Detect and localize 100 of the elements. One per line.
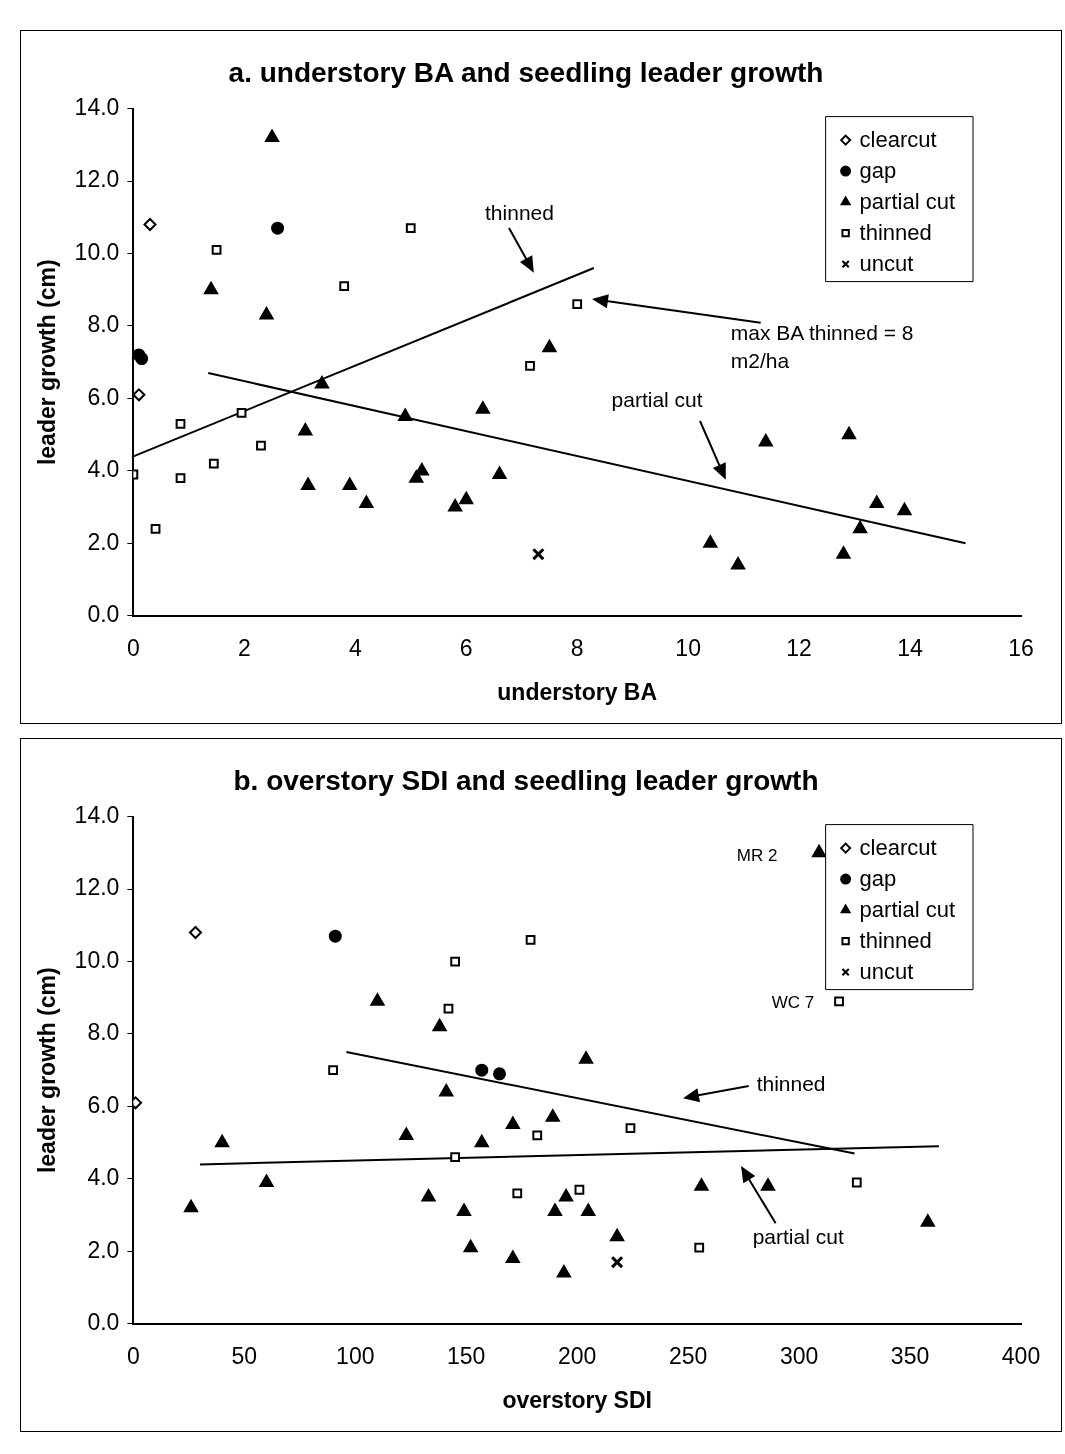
chart-title: b. overstory SDI and seedling leader growth [233,764,819,796]
point [758,433,773,447]
point [421,1189,436,1202]
x-tick-label: 4 [348,634,362,661]
legend-label: gap [859,866,897,892]
point [703,535,718,548]
point [342,477,357,490]
point [459,491,474,505]
legend-label: uncut [859,959,914,985]
legend-label: clearcut [859,127,937,153]
point [836,546,851,559]
point [547,1203,563,1216]
point [512,1188,523,1199]
x-tick-label: 2 [237,634,251,661]
x-tick-label: 8 [570,634,584,661]
point [694,1178,709,1191]
y-tick-label: 2.0 [87,528,120,555]
point [432,1018,447,1032]
legend-label: thinned [859,220,932,246]
point [525,360,535,371]
point [505,1116,520,1130]
legend-label: gap [859,158,897,184]
annotation: thinned [485,200,554,227]
legend-label: partial cut [859,897,956,923]
y-tick-label: 14.0 [74,801,120,828]
point [579,1051,594,1064]
point [841,426,857,440]
x-tick-label: 300 [779,1342,819,1369]
point [853,520,868,534]
point [493,1067,507,1081]
y-tick-label: 0.0 [87,1309,120,1336]
chart-title: a. understory BA and seedling leader growth [228,56,824,88]
point [203,281,219,295]
point [256,440,266,451]
y-tick-label: 14.0 [74,93,120,120]
point [474,1134,489,1148]
point [532,1130,543,1141]
point [189,926,202,940]
point [475,401,490,414]
y-tick-label: 4.0 [87,1164,120,1191]
point [851,1177,862,1188]
point [359,495,374,508]
point [143,218,157,232]
point [625,1123,636,1134]
point [405,223,416,234]
x-tick-label: 10 [675,634,701,661]
point [542,339,557,353]
point [398,408,413,422]
annotation: MR 2 [736,845,778,865]
y-tick-label: 6.0 [87,383,120,410]
x-tick-label: 400 [1001,1342,1041,1369]
point [339,281,350,292]
x-axis-title: understory BA [497,678,658,705]
point [301,477,316,490]
point [812,844,827,858]
x-tick-label: 200 [557,1342,597,1369]
y-tick-label: 10.0 [74,946,120,973]
point [545,1109,560,1122]
point [897,502,912,516]
point [211,245,222,255]
x-tick-label: 14 [897,634,924,661]
point [328,1065,338,1076]
legend-label: clearcut [859,835,937,861]
point [271,221,285,235]
point [450,1152,461,1163]
point [409,470,424,483]
point [450,956,461,967]
point [135,352,149,366]
y-tick-label: 4.0 [87,456,120,483]
point [731,557,746,570]
annotation: WC 7 [771,993,815,1013]
x-tick-label: 0 [126,634,140,661]
point [834,996,844,1007]
point [760,1178,776,1191]
point [328,929,342,943]
point [559,1189,574,1202]
point [259,1174,274,1188]
point [475,1063,489,1077]
legend-label: thinned [859,928,932,954]
point [556,1265,571,1278]
y-axis-title: leader growth (cm) [34,967,61,1174]
point [215,1134,230,1148]
point [525,934,536,945]
annotation: max BA thinned = 8 m2/ha [730,319,915,374]
point [505,1250,520,1264]
y-tick-label: 12.0 [74,874,120,901]
y-tick-label: 0.0 [87,601,120,628]
x-tick-label: 0 [126,1342,140,1369]
point [208,458,219,469]
y-tick-label: 12.0 [74,166,120,193]
point [399,1127,414,1140]
point [456,1203,472,1216]
point [150,523,161,534]
point [314,375,330,389]
x-tick-label: 12 [786,634,812,661]
point [175,418,186,429]
x-tick-label: 6 [459,634,473,661]
y-tick-label: 6.0 [87,1091,120,1118]
point [298,423,313,436]
x-tick-label: 50 [231,1342,258,1369]
